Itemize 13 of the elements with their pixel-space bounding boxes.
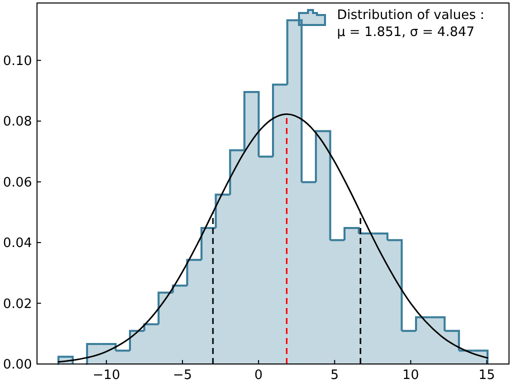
x-tick-label: −5 <box>172 368 192 383</box>
y-tick-label: 0.02 <box>3 296 32 312</box>
x-tick-label: 10 <box>402 368 419 383</box>
legend-label: Distribution of values : μ = 1.851, σ = 4.847 <box>337 8 484 40</box>
x-tick-label: 0 <box>254 368 263 383</box>
y-tick-label: 0.06 <box>3 175 32 190</box>
y-tick-label: 0.08 <box>3 114 32 130</box>
x-tick-label: 5 <box>330 368 339 383</box>
x-tick-label: 15 <box>478 368 496 383</box>
y-tick-label: 0.00 <box>3 358 32 372</box>
y-tick-label: 0.10 <box>3 54 32 69</box>
x-tick-label: −10 <box>92 368 120 383</box>
y-tick-label: 0.04 <box>3 236 32 252</box>
